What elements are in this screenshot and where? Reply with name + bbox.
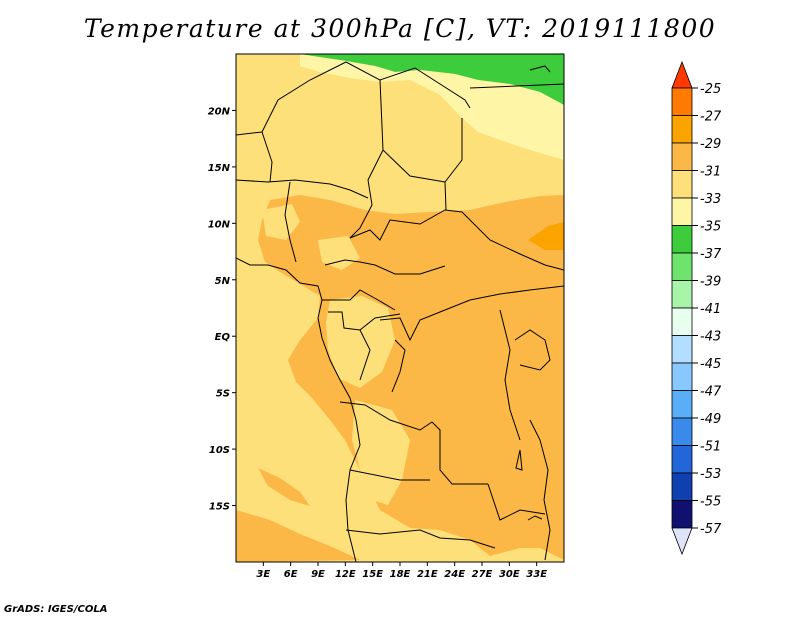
colorbar-label: -45 [700,357,721,372]
lon-tick-label: 9E [311,569,325,580]
colorbar-swatch [671,445,693,474]
colorbar-swatch [671,335,693,364]
coastline [236,257,361,562]
longitude-axis: 3E 6E 9E 12E 15E 18E 21E 24E 27E 30E 33E [256,562,547,580]
lat-tick-label: 5S [216,389,230,400]
lon-tick-label: 21E [417,569,438,580]
colorbar-top-arrow [671,60,693,89]
lat-tick-label: 10N [208,219,231,230]
colorbar-label: -49 [700,412,721,427]
colorbar-label: -31 [700,165,721,180]
lat-tick-label: 20N [208,106,231,117]
lat-tick-label: 10S [209,445,230,456]
temperature-field [236,54,564,562]
lon-tick-label: 12E [335,569,356,580]
colorbar-swatch [671,472,693,501]
lon-tick-label: 30E [499,569,520,580]
lon-tick-label: 27E [472,569,493,580]
colorbar-swatch [671,115,693,144]
colorbar-label: -27 [700,110,722,125]
latitude-axis: 20N 15N 10N 5N EQ 5S 10S 15S [208,106,236,513]
map-title: Temperature at 300hPa [C], VT: 201911180… [83,14,717,43]
colorbar-swatch [671,170,693,199]
colorbar-swatch [671,142,693,171]
colorbar-label: -55 [700,495,721,510]
colorbar-label: -43 [700,330,721,345]
colorbar: -25 -27 -29 -31 -33 -35 -37 -39 -41 -43 -45 -47 -49 -… [671,60,722,556]
colorbar-label: -41 [700,302,721,317]
lon-tick-label: 33E [526,569,547,580]
colorbar-swatch [671,197,693,226]
lon-tick-label: 18E [390,569,411,580]
colorbar-label: -53 [700,467,721,482]
country-borders [236,61,564,562]
grads-credit: GrADS: IGES/COLA [4,604,108,615]
colorbar-swatch [671,307,693,336]
lon-tick-label: 6E [284,569,298,580]
lon-tick-label: 3E [256,569,270,580]
colorbar-label: -39 [700,275,721,290]
colorbar-label: -47 [700,385,722,400]
lat-tick-label: 15N [208,163,231,174]
colorbar-swatch [671,280,693,309]
lat-tick-label: 5N [215,276,231,287]
colorbar-label: -51 [700,440,721,455]
lat-tick-label: 15S [209,502,230,513]
colorbar-label: -29 [700,137,721,152]
colorbar-swatch [671,390,693,419]
colorbar-swatch [671,225,693,254]
colorbar-swatch [671,362,693,391]
colorbar-swatch [671,252,693,281]
colorbar-swatch [671,417,693,446]
colorbar-label: -33 [700,192,721,207]
lon-tick-label: 15E [362,569,383,580]
lat-tick-label: EQ [215,332,231,343]
lon-tick-label: 24E [444,569,465,580]
colorbar-label: -37 [700,247,722,262]
colorbar-swatch [671,500,693,529]
colorbar-bottom-arrow [671,527,693,556]
colorbar-label: -35 [700,220,721,235]
colorbar-swatch [671,87,693,116]
colorbar-label: -25 [700,82,721,97]
colorbar-label: -57 [700,522,722,537]
